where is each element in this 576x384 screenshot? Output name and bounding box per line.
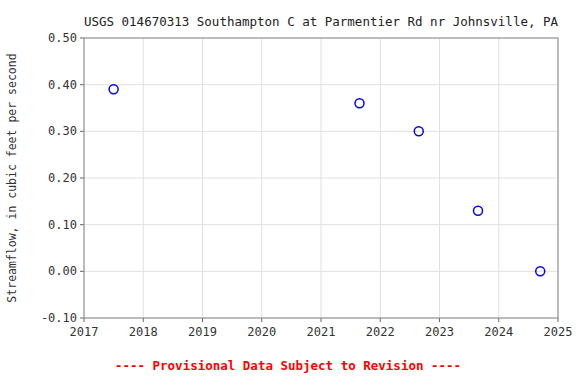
x-tick xyxy=(202,318,203,322)
x-tick xyxy=(261,318,262,322)
y-tick xyxy=(80,84,84,85)
y-tick xyxy=(80,318,84,319)
y-tick-label: 0.40 xyxy=(48,78,77,92)
y-tick-label: 0.10 xyxy=(48,218,77,232)
y-grid-line xyxy=(84,271,558,272)
axes: 2017 2018 2019 2020 2021 2022 2023 2024 2025 -0.1… xyxy=(41,31,573,339)
y-grid-line xyxy=(84,84,558,85)
x-tick-label: 2021 xyxy=(307,325,336,339)
plot-background xyxy=(84,38,558,318)
x-tick-label: 2019 xyxy=(188,325,217,339)
point xyxy=(536,267,545,276)
x-tick xyxy=(84,318,85,322)
x-tick xyxy=(498,318,499,322)
x-tick xyxy=(321,318,322,322)
y-tick-label: 0.20 xyxy=(48,171,77,185)
y-axis-label: Streamflow, in cubic feet per second xyxy=(5,53,19,302)
annotation: ---- Provisional Data Subject to Revisio… xyxy=(115,358,461,373)
y-grid-line xyxy=(84,131,558,132)
x-tick xyxy=(143,318,144,322)
y-tick-label: 0.50 xyxy=(48,31,77,45)
x-tick-label: 2022 xyxy=(366,325,395,339)
y-tick-label: -0.10 xyxy=(41,311,77,325)
point xyxy=(355,99,364,108)
x-tick-label: 2025 xyxy=(544,325,573,339)
grid xyxy=(84,38,558,318)
y-tick-label: 0.30 xyxy=(48,124,77,138)
y-tick xyxy=(80,38,84,39)
x-tick-label: 2018 xyxy=(129,325,158,339)
y-tick xyxy=(80,224,84,225)
chart: 2017 2018 2019 2020 2021 2022 2023 2024 2025 -0.1… xyxy=(0,0,576,384)
point xyxy=(414,127,423,136)
y-tick xyxy=(80,271,84,272)
y-grid-line xyxy=(84,224,558,225)
y-tick xyxy=(80,178,84,179)
point xyxy=(474,206,483,215)
x-tick-label: 2023 xyxy=(425,325,454,339)
x-tick xyxy=(558,318,559,322)
x-tick xyxy=(439,318,440,322)
y-tick xyxy=(80,131,84,132)
plot-frame xyxy=(84,38,558,318)
title: USGS 014670313 Southampton C at Parmenti… xyxy=(84,14,559,29)
x-tick xyxy=(380,318,381,322)
point xyxy=(109,85,118,94)
points xyxy=(109,85,545,276)
y-tick-label: 0.00 xyxy=(48,264,77,278)
x-tick-label: 2020 xyxy=(247,325,276,339)
y-grid-line xyxy=(84,178,558,179)
x-tick-label: 2017 xyxy=(70,325,99,339)
x-tick-label: 2024 xyxy=(484,325,513,339)
